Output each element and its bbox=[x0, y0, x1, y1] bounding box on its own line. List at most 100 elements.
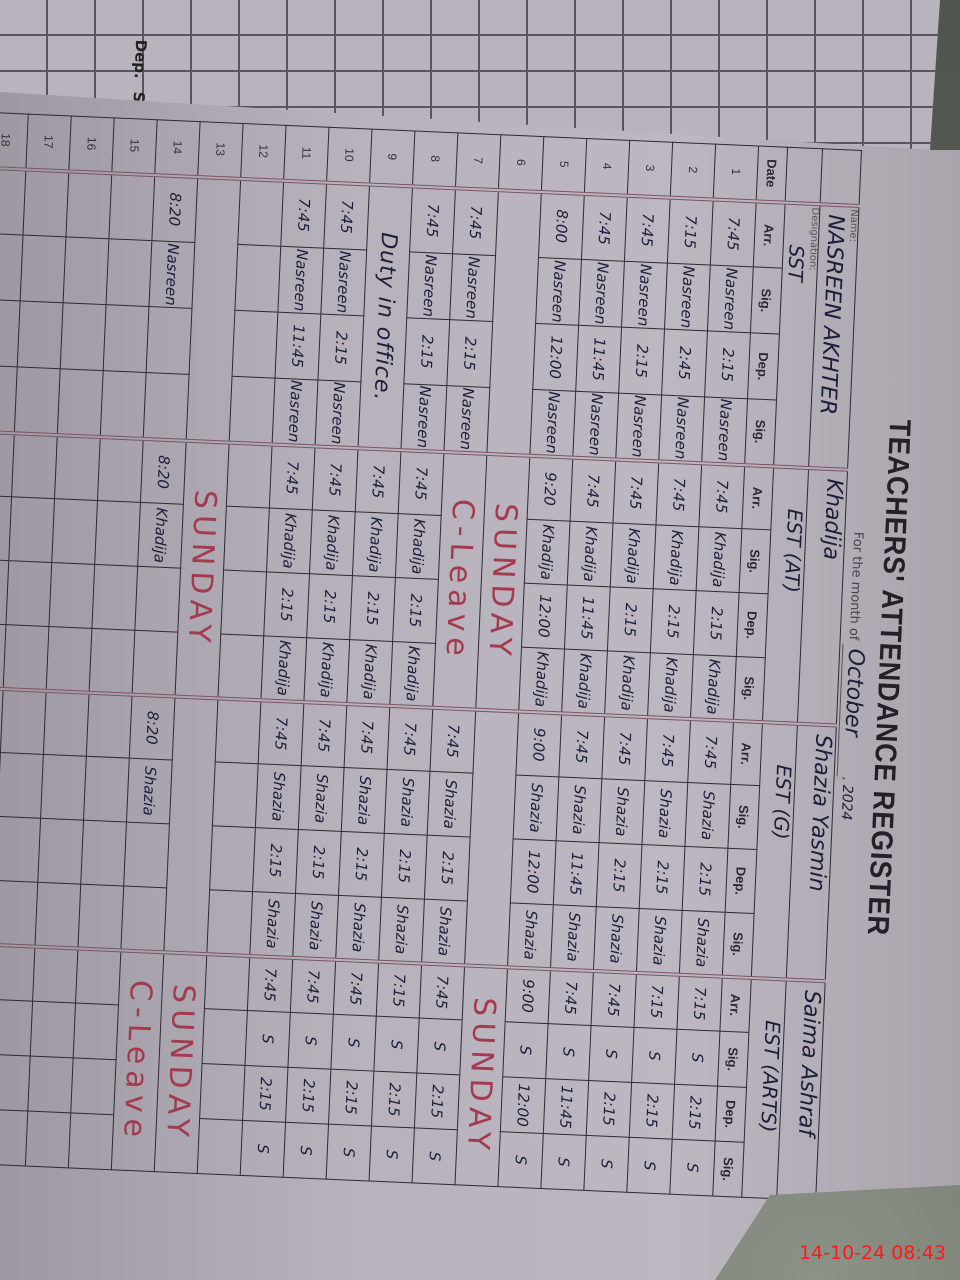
arrival-cell: 7:45 bbox=[548, 968, 594, 1026]
departure-cell: 12:00 bbox=[532, 323, 579, 392]
departure-cell: 2:15 bbox=[403, 317, 450, 386]
departure-signature-cell: Nasreen bbox=[701, 396, 748, 465]
departure-cell bbox=[134, 566, 181, 633]
year-value: 2024 bbox=[837, 784, 856, 821]
arrival-cell: 7:45 bbox=[570, 457, 616, 523]
arrival-signature-cell bbox=[40, 754, 87, 821]
date-cell: 3 bbox=[627, 140, 673, 198]
arrival-cell bbox=[0, 167, 26, 235]
departure-signature-cell: Nasreen bbox=[529, 389, 576, 458]
arrival-cell bbox=[43, 690, 90, 757]
arrival-signature-cell: Shazia bbox=[384, 769, 430, 836]
departure-signature-cell: S bbox=[583, 1135, 630, 1193]
departure-cell: 11:45 bbox=[564, 585, 611, 651]
departure-signature-cell: S bbox=[240, 1120, 286, 1178]
departure-cell bbox=[37, 818, 84, 885]
date-cell: 10 bbox=[326, 127, 372, 185]
departure-cell: 11:45 bbox=[543, 1078, 589, 1136]
arrival-cell: 7:45 bbox=[301, 701, 347, 768]
arrival-cell: 9:00 bbox=[515, 711, 562, 777]
arrival-signature-cell bbox=[106, 238, 152, 307]
arrival-cell: 7:45 bbox=[344, 703, 390, 770]
departure-signature-cell: S bbox=[540, 1133, 587, 1191]
arrival-cell bbox=[226, 442, 273, 508]
departure-signature-cell: Khadija bbox=[561, 648, 608, 715]
departure-signature-cell: S bbox=[497, 1131, 544, 1189]
arrival-signature-cell bbox=[51, 498, 98, 565]
arrival-signature-cell: Khadija bbox=[524, 519, 571, 586]
departure-cell: 2:45 bbox=[661, 329, 708, 397]
arrival-cell: 7:45 bbox=[333, 959, 379, 1017]
arrival-cell: 7:45 bbox=[698, 462, 745, 529]
departure-cell: 2:15 bbox=[317, 314, 364, 382]
arrival-signature-cell: Khadija bbox=[610, 522, 656, 589]
column-header-departure: Dep. bbox=[725, 848, 757, 914]
teacher-name: Saima Ashraf bbox=[792, 989, 825, 1137]
departure-signature-cell bbox=[34, 882, 81, 949]
departure-cell: 2:15 bbox=[306, 573, 353, 640]
departure-signature-cell: Khadija bbox=[604, 650, 651, 717]
arrival-cell bbox=[204, 953, 250, 1011]
departure-signature-cell bbox=[57, 368, 104, 437]
date-cell: 1 bbox=[713, 144, 759, 201]
departure-signature-cell bbox=[120, 885, 167, 952]
column-header-signature: Sig. bbox=[717, 1031, 749, 1088]
departure-signature-cell bbox=[0, 880, 38, 947]
departure-cell bbox=[0, 816, 41, 883]
departure-cell bbox=[91, 564, 138, 631]
column-header-departure-signature: Sig. bbox=[722, 912, 755, 978]
arrival-signature-cell: Shazia bbox=[599, 778, 645, 845]
departure-cell: 2:15 bbox=[586, 1080, 632, 1138]
month-value: October bbox=[836, 644, 869, 778]
departure-signature-cell: Khadija bbox=[690, 654, 737, 721]
departure-cell: 2:15 bbox=[349, 575, 396, 642]
departure-cell bbox=[17, 300, 64, 369]
arrival-signature-cell: Nasreen bbox=[148, 240, 195, 309]
arrival-cell bbox=[0, 688, 47, 755]
arrival-cell: 7:45 bbox=[387, 705, 433, 772]
departure-signature-cell bbox=[132, 630, 178, 697]
arrival-signature-cell bbox=[0, 233, 23, 301]
register-sheet: TEACHERS' ATTENDANCE REGISTER For the mo… bbox=[0, 112, 916, 1201]
departure-signature-cell bbox=[217, 633, 264, 700]
arrival-cell bbox=[54, 434, 101, 501]
departure-signature-cell: S bbox=[326, 1124, 372, 1181]
arrival-signature-cell: Shazia bbox=[126, 758, 173, 824]
column-header-arrival: Arr. bbox=[753, 200, 786, 269]
column-header-departure-signature: Sig. bbox=[744, 398, 777, 466]
departure-cell: 2:15 bbox=[629, 1082, 675, 1140]
arrival-signature-cell bbox=[202, 1008, 248, 1066]
arrival-cell: 7:45 bbox=[624, 195, 671, 264]
arrival-cell: 7:45 bbox=[601, 714, 648, 781]
departure-signature-cell bbox=[3, 624, 49, 691]
arrival-signature-cell bbox=[20, 234, 66, 303]
departure-signature-cell: Khadija bbox=[260, 635, 307, 702]
departure-signature-cell: Nasreen bbox=[443, 385, 490, 454]
departure-cell: 2:15 bbox=[263, 571, 310, 638]
date-cell: 7 bbox=[455, 132, 501, 190]
departure-cell: 2:15 bbox=[650, 588, 697, 655]
departure-signature-cell: Shazia bbox=[378, 897, 425, 964]
departure-cell bbox=[80, 820, 127, 886]
date-cell: 5 bbox=[541, 136, 587, 194]
date-cell: 12 bbox=[240, 123, 287, 181]
departure-cell: 2:15 bbox=[693, 590, 740, 657]
departure-signature-cell: Nasreen bbox=[315, 379, 361, 448]
departure-cell: 2:15 bbox=[424, 835, 471, 902]
date-cell: 13 bbox=[197, 121, 244, 179]
departure-signature-cell bbox=[206, 889, 253, 956]
attendance-table: Name: NASREEN AKHTER Khadija Shazia Yasmin S… bbox=[0, 112, 862, 1201]
departure-signature-cell: Khadija bbox=[389, 641, 436, 708]
column-header-arrival: Arr. bbox=[730, 720, 763, 786]
departure-cell: 2:15 bbox=[295, 829, 342, 896]
arrival-cell: 7:45 bbox=[355, 447, 401, 514]
arrival-signature-cell: S bbox=[416, 1018, 463, 1075]
column-header-arrival: Arr. bbox=[719, 976, 752, 1033]
date-header: Date bbox=[756, 145, 788, 203]
departure-signature-cell: Nasreen bbox=[615, 393, 662, 461]
departure-cell: 2:15 bbox=[328, 1069, 374, 1127]
arrival-signature-cell: Nasreen bbox=[320, 248, 367, 316]
column-header-departure-signature: Sig. bbox=[712, 1141, 745, 1198]
arrival-signature-cell: Nasreen bbox=[578, 259, 625, 328]
departure-signature-cell: S bbox=[626, 1137, 673, 1195]
